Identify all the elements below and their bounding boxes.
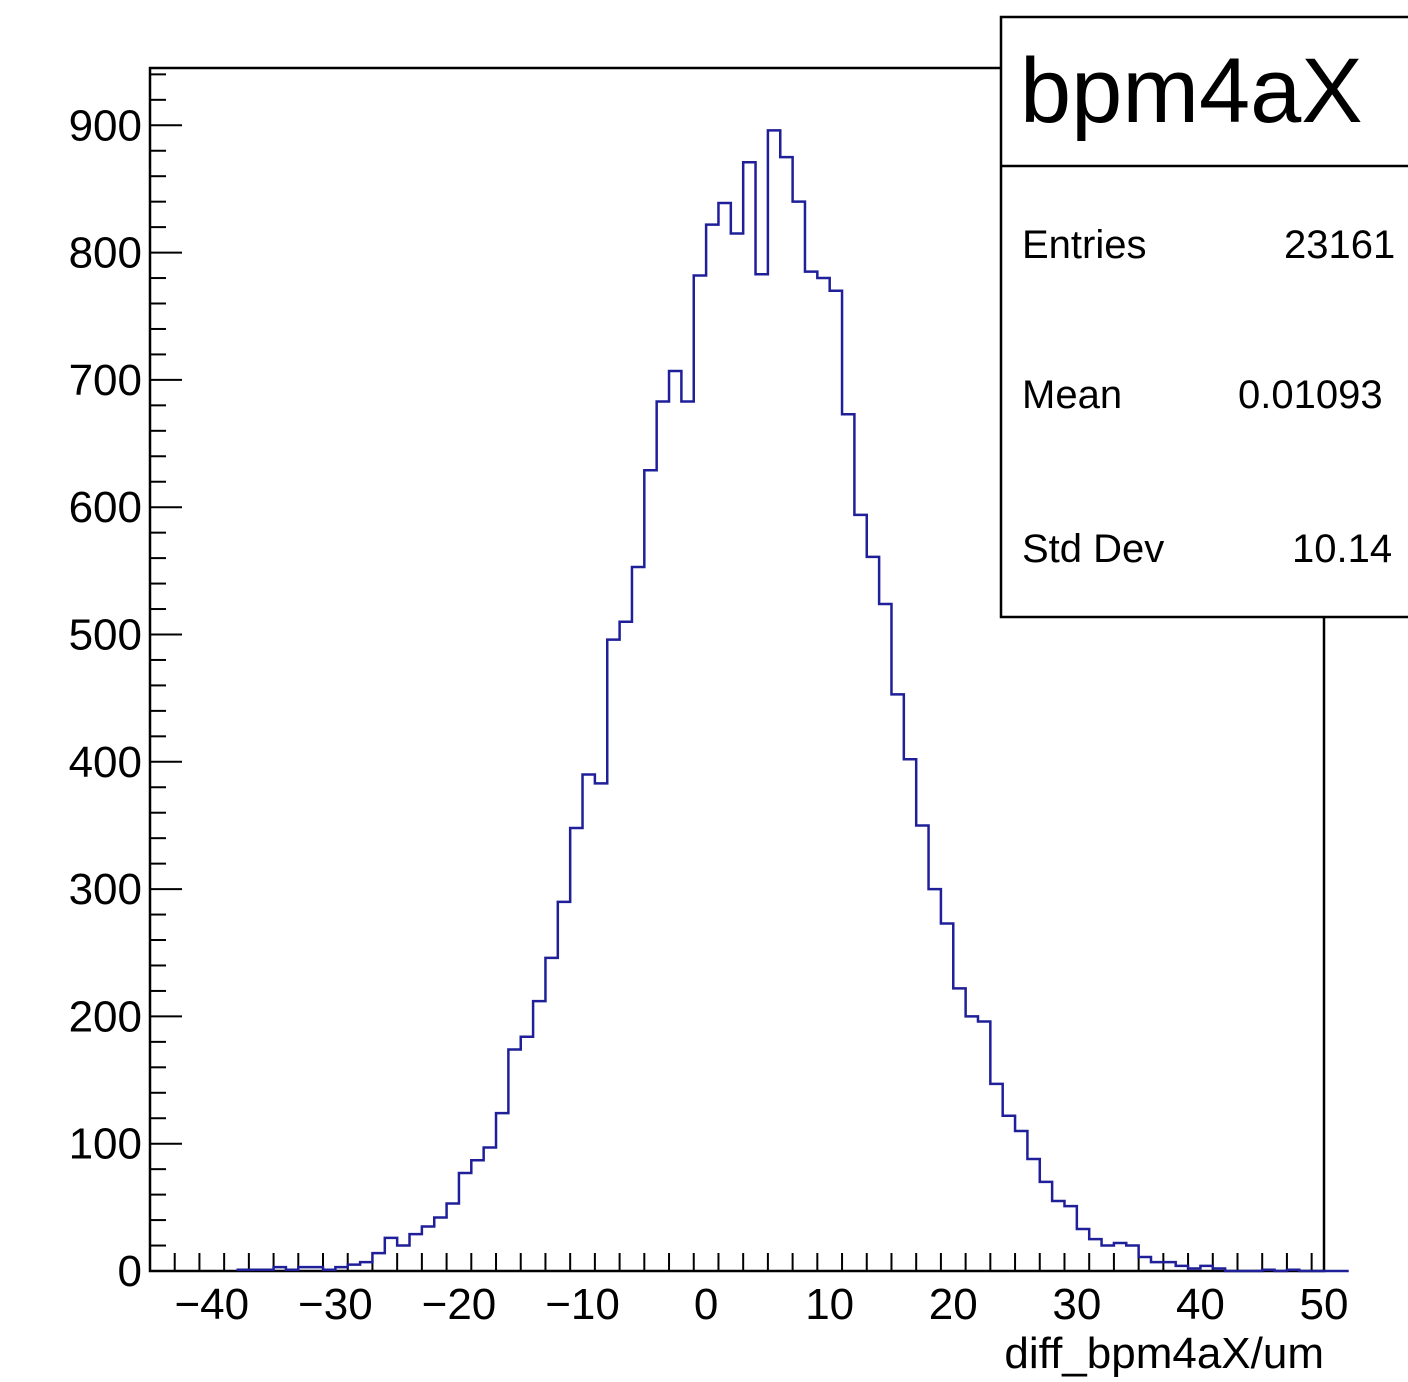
x-tick-label: 40	[1176, 1280, 1225, 1329]
x-tick-label: 20	[929, 1280, 978, 1329]
y-axis-tick-labels: 0 100 200 300 400 500 600 700 800 900	[69, 101, 142, 1296]
stats-box-title: bpm4aX	[1020, 40, 1363, 142]
y-tick-label: 700	[69, 356, 142, 405]
y-tick-label: 300	[69, 865, 142, 914]
y-tick-label: 200	[69, 992, 142, 1041]
stat-value-entries: 23161	[1284, 223, 1395, 267]
x-tick-label: 0	[694, 1280, 718, 1329]
y-tick-label: 900	[69, 101, 142, 150]
y-tick-label: 400	[69, 738, 142, 787]
y-tick-label: 100	[69, 1120, 142, 1169]
x-tick-label: 30	[1052, 1280, 1101, 1329]
x-tick-label: 50	[1300, 1280, 1349, 1329]
stat-label-entries: Entries	[1022, 223, 1147, 267]
x-tick-label: −40	[174, 1280, 249, 1329]
histogram-series-line	[236, 129, 1349, 1273]
stats-box: bpm4aX Entries 23161 Mean 0.01093 Std De…	[999, 15, 1408, 619]
y-tick-label: 0	[118, 1247, 142, 1296]
stat-value-mean: 0.01093	[1238, 373, 1383, 417]
x-axis-label: diff_bpm4aX/um	[1004, 1329, 1324, 1378]
x-tick-label: −10	[545, 1280, 620, 1329]
y-axis-ticks	[150, 73, 182, 1272]
y-tick-label: 800	[69, 229, 142, 278]
x-tick-label: −30	[298, 1280, 373, 1329]
x-axis-tick-labels: −40 −30 −20 −10 0 10 20 30 40 50	[174, 1280, 1348, 1329]
x-tick-label: −20	[422, 1280, 497, 1329]
y-tick-label: 500	[69, 610, 142, 659]
stats-box-frame	[999, 15, 1408, 619]
x-tick-label: 10	[805, 1280, 854, 1329]
stat-label-mean: Mean	[1022, 373, 1122, 417]
stat-value-std-dev: 10.14	[1292, 527, 1392, 571]
y-tick-label: 600	[69, 483, 142, 532]
stat-label-std-dev: Std Dev	[1022, 527, 1164, 571]
plot-frame	[148, 66, 1326, 1273]
